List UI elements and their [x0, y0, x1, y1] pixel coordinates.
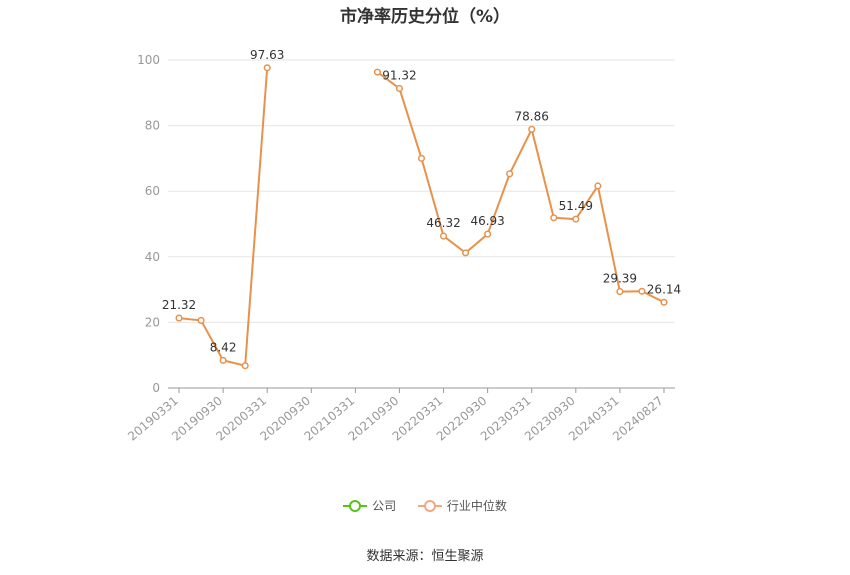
- y-tick-label: 20: [145, 315, 160, 329]
- data-label: 26.14: [647, 282, 681, 296]
- legend-item-company[interactable]: 公司: [343, 497, 396, 514]
- y-tick-label: 100: [137, 53, 160, 67]
- series-line: [178, 67, 269, 367]
- data-point: [616, 288, 624, 296]
- legend-swatch-company: [343, 499, 368, 512]
- data-point: [660, 298, 668, 306]
- data-label: 8.42: [210, 340, 237, 354]
- axes: 0204060801002019033120190930202003312020…: [125, 53, 675, 444]
- data-label: 51.49: [559, 199, 593, 213]
- y-tick-label: 80: [145, 119, 160, 133]
- data-point: [439, 232, 448, 240]
- y-tick-label: 60: [145, 184, 160, 198]
- data-label: 78.86: [515, 109, 549, 123]
- data-label: 46.32: [426, 216, 460, 230]
- y-tick-label: 0: [152, 381, 160, 395]
- data-label: 21.32: [162, 298, 196, 312]
- data-point: [638, 287, 646, 295]
- data-point: [462, 249, 470, 257]
- data-point: [550, 214, 558, 222]
- data-point: [594, 182, 602, 190]
- data-point: [528, 125, 536, 133]
- y-tick-label: 40: [145, 250, 160, 264]
- data-point: [263, 64, 271, 72]
- legend-swatch-industry-median: [417, 499, 442, 512]
- series-line: [376, 71, 665, 304]
- legend-label-company: 公司: [372, 499, 397, 513]
- data-point: [417, 154, 426, 162]
- grid-lines: [168, 59, 675, 323]
- data-label: 97.63: [250, 48, 284, 62]
- data-point: [175, 314, 183, 322]
- legend-label-industry-median: 行业中位数: [446, 499, 507, 513]
- data-point: [197, 316, 205, 324]
- data-point: [219, 356, 227, 364]
- legend-item-industry-median[interactable]: 行业中位数: [417, 497, 507, 514]
- chart-title: 市净率历史分位（%）: [339, 7, 511, 27]
- data-point: [373, 68, 381, 76]
- data-point: [395, 84, 404, 93]
- data-point: [572, 215, 580, 223]
- data-point: [241, 362, 249, 370]
- data-point: [506, 170, 514, 178]
- legend: 公司 行业中位数: [0, 497, 850, 515]
- series-layer: [175, 64, 668, 370]
- data-source: 数据来源：恒生聚源: [366, 549, 484, 564]
- data-labels: 21.32 8.42 97.63 91.32 46.32 46.93 78.86 51.49 2…: [162, 48, 681, 355]
- data-point: [484, 230, 492, 238]
- data-label: 91.32: [382, 68, 416, 82]
- data-label: 29.39: [603, 272, 637, 286]
- data-label: 46.93: [470, 214, 504, 228]
